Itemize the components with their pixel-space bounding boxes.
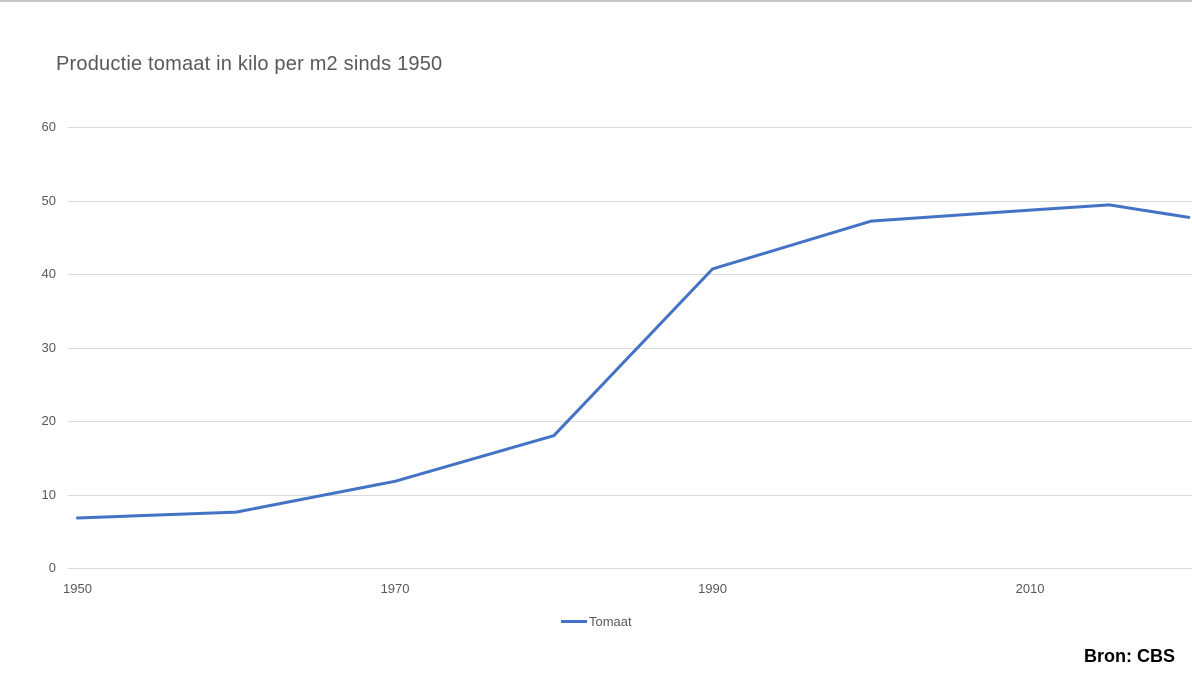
legend: Tomaat bbox=[561, 612, 632, 630]
y-axis-tick-label: 20 bbox=[41, 413, 56, 428]
legend-label: Tomaat bbox=[589, 613, 632, 629]
legend-line-swatch bbox=[561, 619, 587, 623]
window-top-border bbox=[0, 0, 1192, 2]
y-axis-tick-label: 10 bbox=[41, 486, 56, 502]
y-axis-tick-label: 40 bbox=[41, 266, 56, 281]
x-axis-tick-label: 1950 bbox=[63, 581, 92, 596]
x-axis-tick-label: 1990 bbox=[698, 581, 727, 596]
source-label: Bron: CBS bbox=[1084, 646, 1175, 666]
y-axis-tick-label: 60 bbox=[41, 119, 56, 134]
series-line-tomaat bbox=[76, 203, 1191, 520]
x-axis-tick-label: 1970 bbox=[380, 581, 410, 596]
chart-title: Productie tomaat in kilo per m2 sinds 19… bbox=[56, 53, 443, 75]
y-axis-tick-label: 50 bbox=[41, 192, 56, 208]
y-axis-tick-label: 30 bbox=[41, 339, 56, 355]
y-axis-tick-label: 0 bbox=[48, 560, 56, 575]
x-axis-tick-label: 2010 bbox=[1015, 581, 1045, 596]
